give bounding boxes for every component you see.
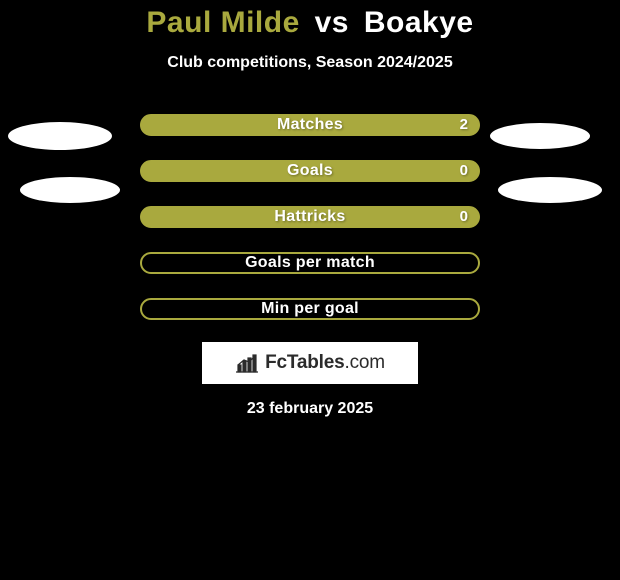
branding-text-bold: FcTables <box>265 352 344 373</box>
date-text: 23 february 2025 <box>0 400 620 418</box>
subtitle: Club competitions, Season 2024/2025 <box>0 54 620 72</box>
branding-text: FcTables.com <box>265 352 385 374</box>
bar-value-right: 0 <box>460 160 468 182</box>
page-title: Paul Milde vs Boakye <box>0 6 620 40</box>
content-root: Paul Milde vs Boakye Club competitions, … <box>0 0 620 418</box>
branding-text-light: .com <box>344 352 384 373</box>
bar-label: Min per goal <box>261 298 359 320</box>
bar-label: Matches <box>277 114 343 136</box>
bar-label: Goals per match <box>245 252 375 274</box>
branding-badge: FcTables.com <box>202 342 418 384</box>
right-ellipse <box>490 123 590 149</box>
left-ellipse <box>8 122 112 150</box>
bar-value-right: 2 <box>460 114 468 136</box>
left-ellipse <box>20 177 120 203</box>
bar-label: Goals <box>287 160 333 182</box>
bar-value-right: 0 <box>460 206 468 228</box>
player1-name: Paul Milde <box>146 6 299 39</box>
bar-label: Hattricks <box>274 206 345 228</box>
stat-row: Goals per match <box>0 240 620 286</box>
vs-text: vs <box>315 6 349 39</box>
stat-row: Min per goal <box>0 286 620 332</box>
right-ellipse <box>498 177 602 203</box>
chart-icon <box>235 353 259 373</box>
player2-name: Boakye <box>364 6 474 39</box>
